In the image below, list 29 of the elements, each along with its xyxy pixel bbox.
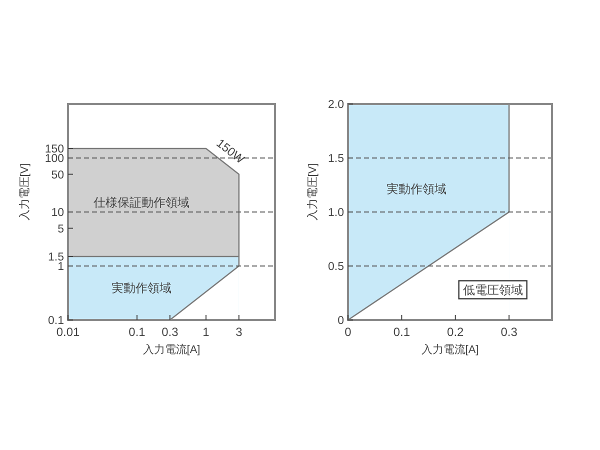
x-tick-label: 1 [202, 325, 210, 339]
y-tick-label: 5 [58, 223, 64, 236]
y-axis-title: 入力電圧[V] [18, 163, 31, 221]
y-tick-label: 1.5 [48, 251, 64, 264]
y-tick-label: 100 [44, 153, 64, 165]
x-tick-label: 0.2 [447, 325, 464, 339]
x-tick-label: 0.1 [128, 325, 146, 339]
y-tick-label: 0.1 [48, 315, 64, 327]
x-tick-label: 0.3 [500, 325, 518, 339]
annotation: 実動作領域 [386, 182, 447, 196]
x-axis-title: 入力電流[A] [142, 343, 200, 356]
x-tick-label: 0.1 [393, 325, 410, 339]
y-tick-label: 150 [44, 143, 64, 156]
y-tick-label: 2.0 [328, 99, 344, 111]
y-tick-label: 1 [58, 261, 64, 273]
y-tick-label: 1.0 [328, 207, 344, 219]
x-tick-label: 0.01 [56, 325, 80, 339]
y-tick-label: 0.5 [328, 261, 344, 273]
y-axis-title: 入力電圧[V] [306, 163, 319, 221]
y-tick-label: 0 [338, 315, 344, 327]
x-axis-title: 入力電流[A] [421, 343, 479, 356]
y-tick-label: 10 [51, 207, 64, 219]
annotation: 仕様保証動作領域 [92, 195, 190, 210]
annotation: 低電圧領域 [462, 282, 523, 297]
x-tick-label: 0.3 [162, 325, 179, 339]
x-tick-label: 3 [236, 325, 243, 339]
annotation: 実動作領域 [111, 281, 172, 296]
y-tick-label: 1.5 [328, 153, 344, 165]
y-tick-label: 50 [51, 169, 64, 182]
